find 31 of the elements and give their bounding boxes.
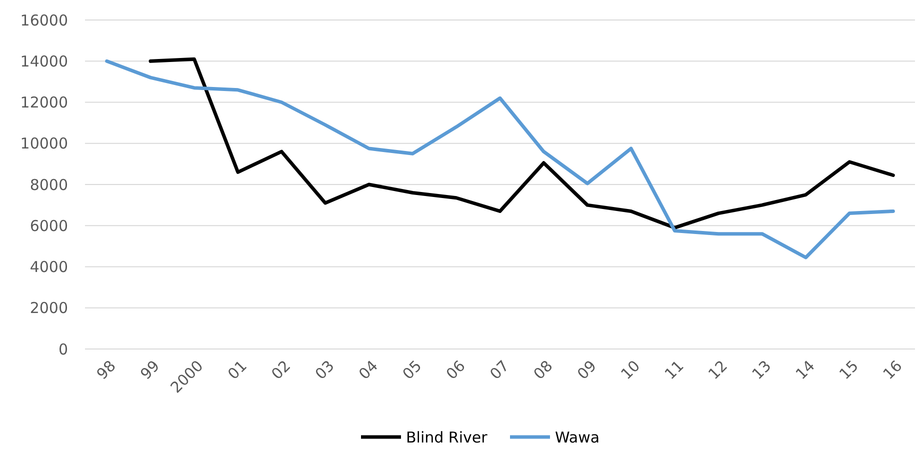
x-tick-label: 16 bbox=[879, 356, 906, 384]
y-tick-label: 2000 bbox=[30, 299, 68, 318]
y-tick-label: 8000 bbox=[30, 176, 68, 194]
y-tick-label: 4000 bbox=[30, 258, 68, 276]
x-tick-label: 07 bbox=[486, 356, 513, 384]
x-tick-label: 10 bbox=[617, 356, 644, 384]
line-series bbox=[148, 57, 895, 230]
x-tick-label: 15 bbox=[836, 356, 862, 384]
y-tick-label: 12000 bbox=[20, 94, 68, 112]
y-tick-label: 16000 bbox=[20, 11, 68, 30]
x-tick-label: 98 bbox=[93, 356, 120, 384]
x-tick-label: 12 bbox=[704, 356, 731, 384]
line-series bbox=[105, 59, 895, 260]
x-tick-label: 08 bbox=[530, 356, 556, 384]
x-tick-label: 05 bbox=[398, 356, 426, 384]
x-tick-label: 14 bbox=[792, 356, 818, 384]
x-tick-label: 13 bbox=[748, 356, 775, 384]
x-tick-label: 01 bbox=[224, 356, 250, 384]
x-tick-label: 02 bbox=[268, 356, 294, 384]
x-tick-label: 09 bbox=[574, 356, 600, 384]
x-tick-label: 11 bbox=[661, 356, 688, 384]
x-tick-label: 06 bbox=[442, 356, 469, 384]
y-tick-label: 14000 bbox=[20, 52, 68, 70]
x-tick-label: 04 bbox=[355, 356, 382, 384]
legend-label: Blind River bbox=[406, 428, 488, 446]
y-tick-label: 6000 bbox=[30, 216, 68, 235]
y-tick-label: 0 bbox=[58, 340, 68, 358]
x-tick-label: 99 bbox=[136, 356, 164, 384]
x-tick-label: 03 bbox=[312, 356, 338, 384]
y-tick-label: 10000 bbox=[20, 134, 68, 153]
legend-label: Wawa bbox=[555, 428, 600, 446]
